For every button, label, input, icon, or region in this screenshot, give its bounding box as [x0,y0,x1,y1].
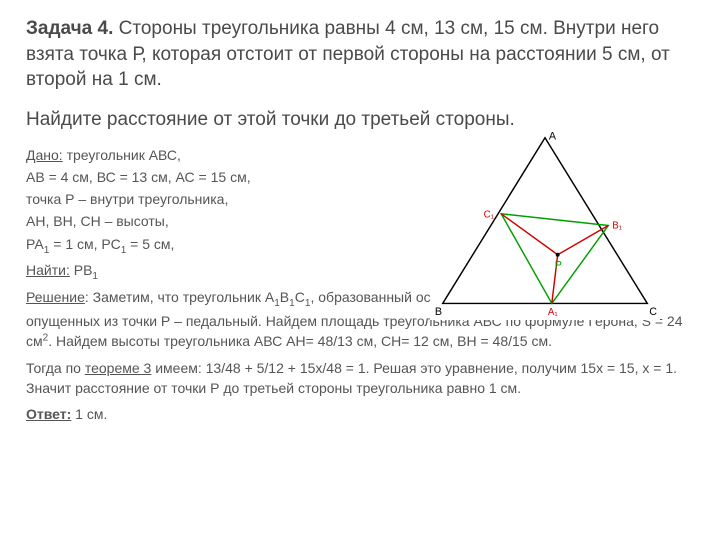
given-l5b: = 1 см, РС [49,236,120,252]
find-line: Найдите расстояние от этой точки до трет… [26,107,694,133]
sub-1c: 1 [92,271,98,282]
solution-heading: Решение [26,289,85,305]
given-l4: АН, ВН, СН – высоты, [26,211,396,231]
title-text: Стороны треугольника равны 4 см, 13 см, … [26,18,670,90]
answer-label: Ответ: [26,406,71,422]
given-l3: точка Р – внутри треугольника, [26,189,396,209]
sol-p2a: Тогда по [26,360,85,376]
given-heading: Дано: [26,147,63,163]
svg-text:A: A [549,131,557,143]
title-label: Задача [26,18,92,39]
svg-text:C: C [649,306,657,318]
answer-val: 1 см. [71,406,107,422]
sol-p1a: : Заметим, что треугольник А [85,289,274,305]
svg-text:P: P [555,259,562,271]
svg-text:C₁: C₁ [484,210,495,221]
svg-text:B: B [435,306,442,318]
find-label: Найти: [26,262,70,278]
sol-p1c: С [295,289,305,305]
find-val: РВ [70,262,93,278]
triangle-figure: A B C B₁ C₁ A₁ P [430,130,660,320]
given-l5a: РА [26,236,44,252]
sol-p1e: . Найдем высоты треугольника АВС АН= 48/… [48,333,552,349]
theorem-link: теореме 3 [85,360,152,376]
problem-title: Задача 4. Стороны треугольника равны 4 с… [26,16,694,93]
given-l2: АВ = 4 см, ВС = 13 см, АС = 15 см, [26,167,396,187]
given-l1: треугольник АВС, [63,147,181,163]
title-num: 4. [98,18,114,39]
svg-text:B₁: B₁ [612,220,622,231]
given-l5c: = 5 см, [126,236,174,252]
given-block: Дано: треугольник АВС, АВ = 4 см, ВС = 1… [26,145,396,285]
sol-p1b: В [280,289,289,305]
svg-text:A₁: A₁ [548,307,558,318]
